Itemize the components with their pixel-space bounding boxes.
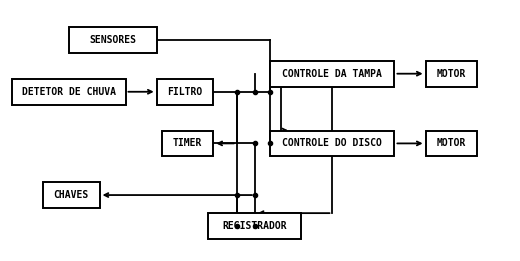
Text: TIMER: TIMER xyxy=(173,138,202,149)
Text: FILTRO: FILTRO xyxy=(167,87,203,97)
FancyBboxPatch shape xyxy=(157,79,213,105)
Text: CHAVES: CHAVES xyxy=(54,190,89,200)
Text: REGISTRADOR: REGISTRADOR xyxy=(223,221,287,231)
FancyBboxPatch shape xyxy=(209,213,302,239)
FancyBboxPatch shape xyxy=(162,130,213,156)
Text: SENSORES: SENSORES xyxy=(89,35,136,45)
Text: CONTROLE DO DISCO: CONTROLE DO DISCO xyxy=(282,138,382,149)
Text: DETETOR DE CHUVA: DETETOR DE CHUVA xyxy=(22,87,115,97)
FancyBboxPatch shape xyxy=(270,130,395,156)
FancyBboxPatch shape xyxy=(43,182,100,208)
FancyBboxPatch shape xyxy=(425,130,477,156)
FancyBboxPatch shape xyxy=(69,27,157,53)
FancyBboxPatch shape xyxy=(425,61,477,87)
FancyBboxPatch shape xyxy=(270,61,395,87)
Text: MOTOR: MOTOR xyxy=(437,138,466,149)
Text: MOTOR: MOTOR xyxy=(437,69,466,79)
Text: CONTROLE DA TAMPA: CONTROLE DA TAMPA xyxy=(282,69,382,79)
FancyBboxPatch shape xyxy=(12,79,125,105)
